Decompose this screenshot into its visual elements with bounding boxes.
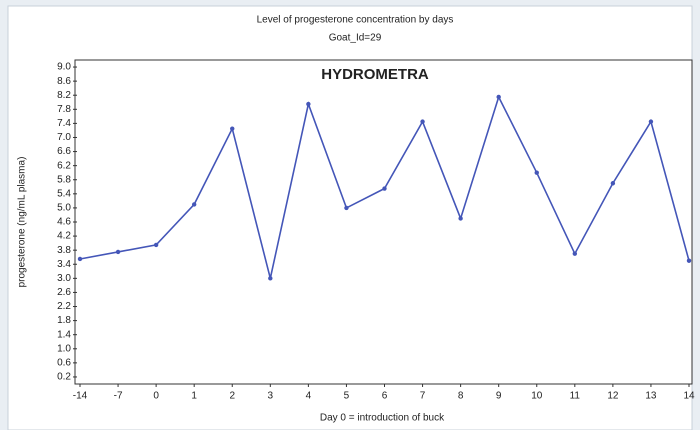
y-tick-label: 0.2 <box>57 372 71 383</box>
y-tick-label: 8.2 <box>57 90 71 101</box>
y-tick-label: 5.4 <box>57 188 71 199</box>
y-tick-label: 7.0 <box>57 132 71 143</box>
data-point <box>230 126 235 131</box>
chart-background <box>7 5 693 430</box>
data-point <box>496 94 501 100</box>
data-point <box>344 205 349 211</box>
y-tick-label: 3.8 <box>57 245 71 256</box>
y-tick-label: 0.6 <box>57 358 71 369</box>
y-tick-label: 2.2 <box>57 301 71 312</box>
x-tick-label: 12 <box>607 391 619 402</box>
data-point <box>382 186 387 191</box>
y-tick-label: 5.8 <box>57 174 71 185</box>
y-tick-label: 3.4 <box>57 259 71 270</box>
y-tick-label: 7.4 <box>57 118 71 129</box>
y-tick-label: 4.2 <box>57 231 71 242</box>
y-tick-label: 5.0 <box>57 203 71 214</box>
data-point <box>191 202 197 207</box>
x-tick-label: -7 <box>114 391 123 402</box>
data-point <box>534 170 539 175</box>
annotation: HYDROMETRA <box>321 66 429 83</box>
x-tick-label: 7 <box>420 391 426 402</box>
data-point <box>153 242 159 248</box>
y-tick-label: 1.0 <box>57 343 71 354</box>
data-point <box>572 251 578 256</box>
data-point <box>77 256 83 262</box>
y-tick-label: 7.8 <box>57 104 71 115</box>
chart-subtitle: Goat_Id=29 <box>329 33 382 44</box>
x-tick-label: -14 <box>73 391 88 402</box>
y-tick-label: 2.6 <box>57 287 71 298</box>
x-tick-label: 0 <box>153 391 159 402</box>
y-tick-label: 4.6 <box>57 217 71 228</box>
y-tick-label: 1.8 <box>57 315 71 326</box>
data-point <box>458 216 463 221</box>
x-tick-label: 5 <box>344 391 350 402</box>
x-tick-label: 11 <box>570 391 581 402</box>
data-point <box>115 249 121 255</box>
x-tick-label: 14 <box>683 391 695 402</box>
y-tick-label: 8.6 <box>57 76 71 87</box>
x-tick-label: 4 <box>306 391 312 402</box>
x-tick-label: 10 <box>531 391 543 402</box>
y-tick-label: 6.2 <box>57 160 71 171</box>
data-point <box>686 258 692 263</box>
data-point <box>420 119 425 124</box>
x-tick-label: 1 <box>191 391 197 402</box>
x-tick-label: 2 <box>229 391 235 402</box>
x-tick-label: 13 <box>645 391 657 402</box>
x-axis-label: Day 0 = introduction of buck <box>320 413 445 424</box>
data-point <box>306 101 311 107</box>
y-tick-label: 3.0 <box>57 273 71 284</box>
x-tick-label: 9 <box>496 391 502 402</box>
x-tick-label: 6 <box>382 391 388 402</box>
y-tick-label: 9.0 <box>57 62 71 73</box>
data-point <box>268 276 273 281</box>
y-tick-label: 6.6 <box>57 146 71 157</box>
y-tick-label: 1.4 <box>57 329 71 340</box>
x-tick-label: 8 <box>458 391 464 402</box>
chart-title: Level of progesterone concentration by d… <box>257 15 454 26</box>
data-point <box>610 181 616 186</box>
data-point <box>648 119 654 124</box>
y-axis-label: progesterone (ng/mL plasma) <box>17 157 28 288</box>
x-tick-label: 3 <box>268 391 274 402</box>
